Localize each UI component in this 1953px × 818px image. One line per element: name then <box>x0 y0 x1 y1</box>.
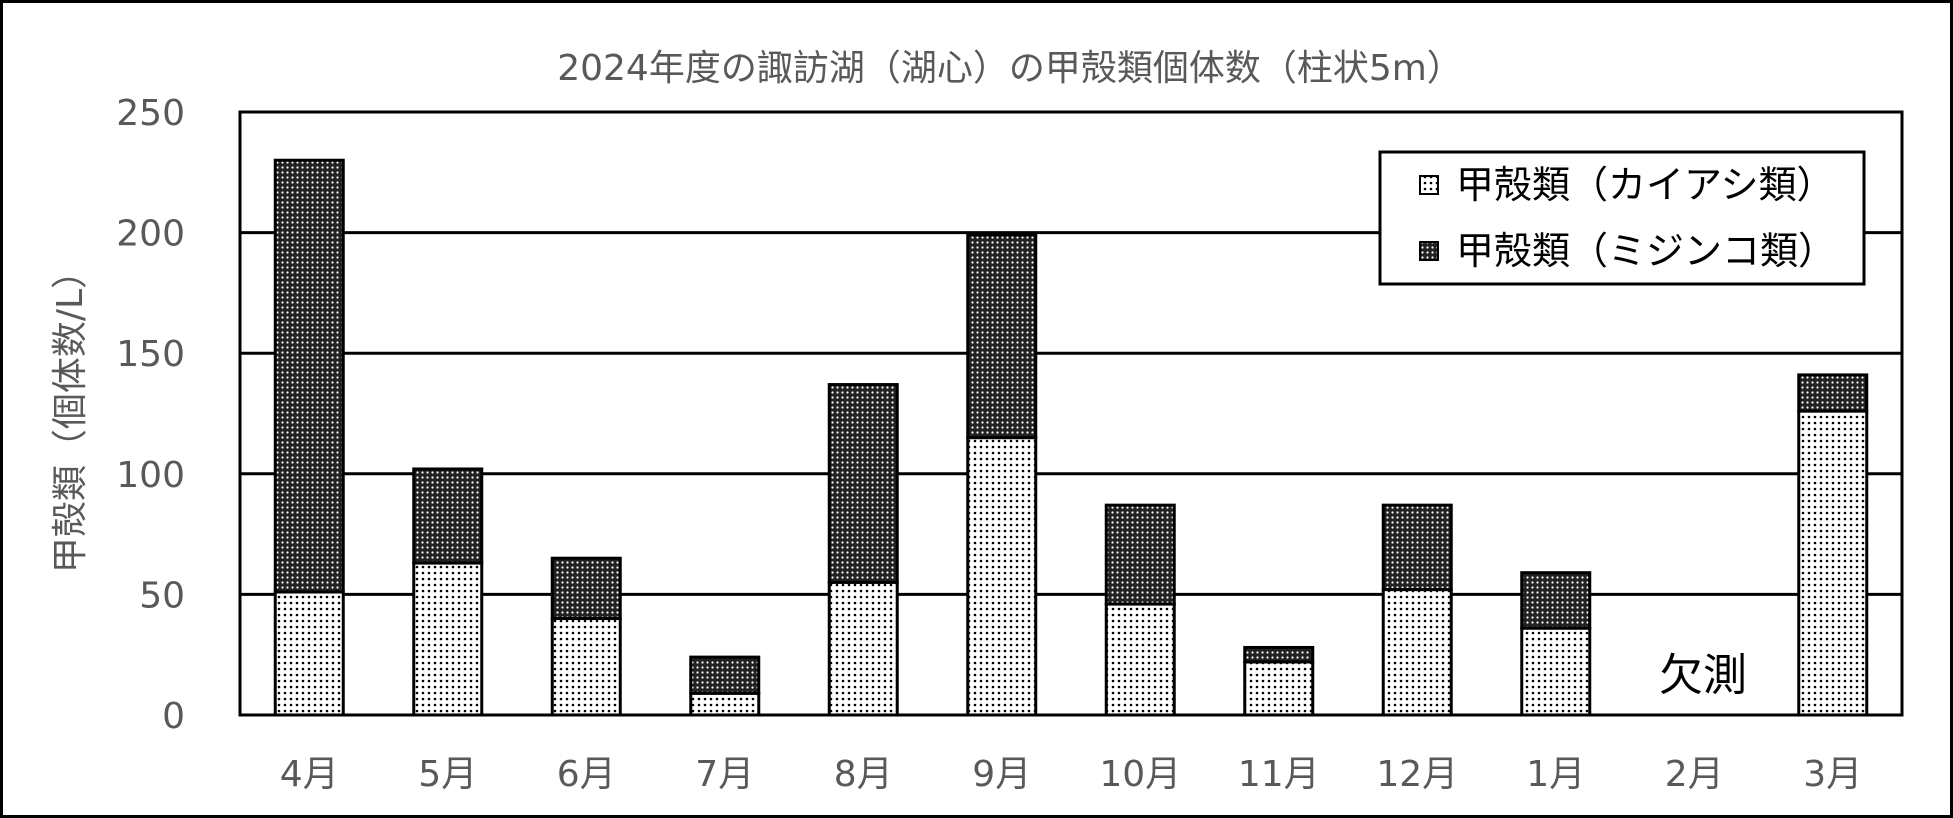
x-tick-label: 8月 <box>834 754 893 795</box>
missing-annotation: 欠測 <box>1659 650 1747 701</box>
bar-segment-cladocerans <box>550 556 622 621</box>
legend-swatch-copepods <box>1419 175 1439 195</box>
x-tick-label: 5月 <box>418 754 477 795</box>
bar-segment-copepods <box>1243 660 1315 717</box>
x-tick-label: 3月 <box>1803 754 1862 795</box>
bar-segment-copepods <box>1381 588 1453 717</box>
y-tick-label: 250 <box>116 93 185 134</box>
bar-segment-copepods <box>273 590 345 717</box>
x-tick-label: 7月 <box>695 754 754 795</box>
legend-label-copepods: 甲殻類（カイアシ類） <box>1456 163 1834 207</box>
x-tick-label: 12月 <box>1376 754 1458 795</box>
bar-segment-cladocerans <box>827 383 899 584</box>
bar-segment-copepods <box>1797 409 1869 717</box>
bar-segment-cladocerans <box>1104 503 1176 606</box>
bar-segment-cladocerans <box>689 655 761 695</box>
plot-area-border <box>238 110 1904 717</box>
x-tick-label: 2月 <box>1665 754 1724 795</box>
bar-segment-cladocerans <box>1797 373 1869 413</box>
legend-label-cladocerans: 甲殻類（ミジンコ類） <box>1456 229 1836 273</box>
bar-segment-cladocerans <box>1381 503 1453 592</box>
bar-segment-copepods <box>689 691 761 717</box>
x-axis-ticks: 4月 5月 6月 7月 8月 9月 10月 11月 12月 1月 2月 3月 <box>280 754 1862 795</box>
bar-segment-copepods <box>1104 602 1176 717</box>
y-tick-label: 50 <box>139 575 185 616</box>
legend-swatch-cladocerans <box>1419 241 1439 261</box>
gridlines <box>240 231 1902 596</box>
bar-segment-cladocerans <box>412 467 484 565</box>
bar-segment-cladocerans <box>273 158 345 594</box>
x-tick-label: 6月 <box>557 754 616 795</box>
legend: 甲殻類（カイアシ類） 甲殻類（ミジンコ類） <box>1378 150 1866 286</box>
bar-segment-cladocerans <box>1243 645 1315 664</box>
y-tick-label: 100 <box>116 455 185 496</box>
x-tick-label: 1月 <box>1526 754 1585 795</box>
bar-segment-cladocerans <box>1520 571 1592 630</box>
legend-box <box>1378 150 1866 286</box>
y-tick-label: 150 <box>116 334 185 375</box>
bar-segment-copepods <box>550 617 622 717</box>
chart-title: 2024年度の諏訪湖（湖心）の甲殻類個体数（柱状5m） <box>557 48 1463 89</box>
y-axis-ticks: 0 50 100 150 200 250 <box>116 93 185 737</box>
bar-segment-copepods <box>1520 626 1592 717</box>
bar-segment-copepods <box>412 561 484 717</box>
bar-segment-copepods <box>827 580 899 717</box>
x-tick-label: 9月 <box>972 754 1031 795</box>
y-axis-label: 甲殻類（個体数/L） <box>50 253 91 573</box>
x-tick-label: 4月 <box>280 754 339 795</box>
x-tick-label: 11月 <box>1238 754 1320 795</box>
y-tick-label: 0 <box>162 696 185 737</box>
bar-segment-copepods <box>966 436 1038 717</box>
x-tick-label: 10月 <box>1099 754 1181 795</box>
y-tick-label: 200 <box>116 214 185 255</box>
bar-segment-cladocerans <box>966 233 1038 440</box>
